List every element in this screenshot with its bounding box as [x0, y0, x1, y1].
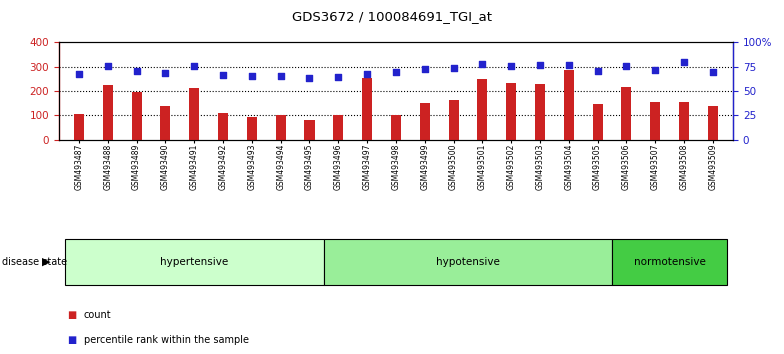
- Bar: [189, 88, 199, 140]
- Text: normotensive: normotensive: [633, 257, 706, 267]
- Point: [130, 68, 143, 74]
- Point: [274, 73, 287, 79]
- Bar: [247, 117, 257, 140]
- FancyBboxPatch shape: [612, 239, 728, 285]
- Point: [159, 70, 172, 76]
- Point: [303, 75, 316, 80]
- Bar: [276, 115, 285, 140]
- Text: count: count: [84, 310, 111, 320]
- Bar: [333, 115, 343, 140]
- Point: [188, 63, 201, 68]
- Bar: [564, 70, 574, 140]
- Point: [505, 63, 517, 68]
- Bar: [103, 85, 113, 140]
- Bar: [506, 84, 516, 140]
- FancyBboxPatch shape: [324, 239, 612, 285]
- Bar: [218, 113, 228, 140]
- Text: hypotensive: hypotensive: [436, 257, 500, 267]
- Bar: [132, 92, 142, 140]
- Text: disease state: disease state: [2, 257, 67, 267]
- Bar: [650, 102, 660, 140]
- Bar: [304, 120, 314, 140]
- Bar: [448, 100, 459, 140]
- Point: [706, 69, 719, 75]
- Point: [448, 65, 460, 70]
- Point: [620, 63, 633, 69]
- Point: [419, 67, 431, 72]
- Bar: [593, 104, 603, 140]
- Text: ■: ■: [67, 335, 76, 345]
- Point: [216, 73, 229, 78]
- Bar: [679, 102, 689, 140]
- Text: percentile rank within the sample: percentile rank within the sample: [84, 335, 249, 345]
- Bar: [161, 106, 170, 140]
- Text: hypertensive: hypertensive: [160, 257, 228, 267]
- Point: [678, 59, 691, 65]
- Point: [361, 71, 373, 77]
- Point: [476, 61, 488, 67]
- Bar: [477, 80, 488, 140]
- Bar: [708, 106, 718, 140]
- Bar: [622, 87, 631, 140]
- Point: [332, 74, 344, 80]
- Text: ■: ■: [67, 310, 76, 320]
- Point: [649, 67, 662, 73]
- Bar: [535, 84, 545, 140]
- Bar: [74, 114, 84, 140]
- Text: GDS3672 / 100084691_TGI_at: GDS3672 / 100084691_TGI_at: [292, 10, 492, 23]
- FancyBboxPatch shape: [64, 239, 324, 285]
- Point: [390, 69, 402, 75]
- Bar: [391, 115, 401, 140]
- Point: [534, 62, 546, 68]
- Point: [563, 62, 575, 68]
- Text: ▶: ▶: [42, 257, 51, 267]
- Bar: [362, 78, 372, 140]
- Point: [245, 73, 258, 79]
- Point: [73, 71, 85, 77]
- Point: [591, 68, 604, 74]
- Point: [101, 63, 114, 69]
- Bar: [419, 103, 430, 140]
